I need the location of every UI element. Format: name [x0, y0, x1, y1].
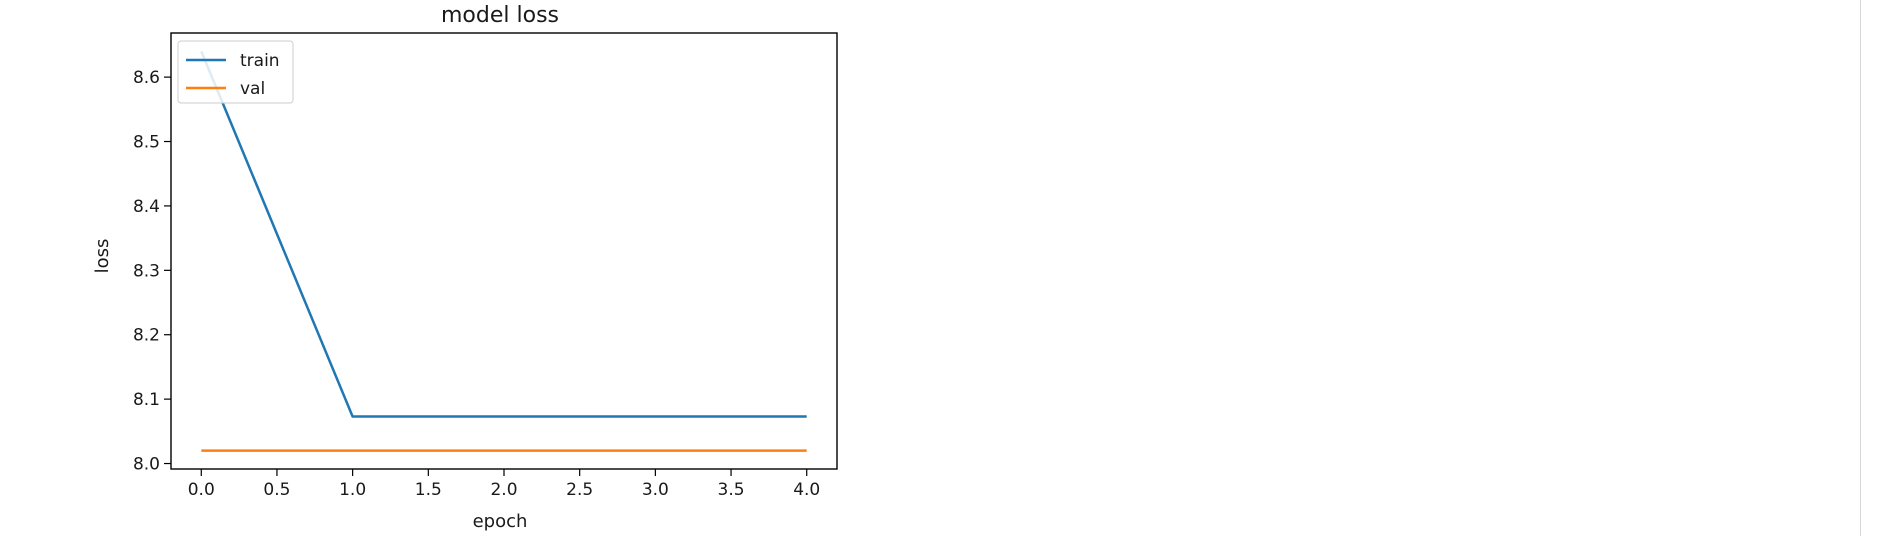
x-tick-label: 0.0	[188, 480, 215, 500]
legend: train val	[178, 41, 293, 103]
scrollbar-gutter[interactable]	[1861, 0, 1900, 536]
x-tick-label: 2.0	[490, 480, 517, 500]
series-lines	[201, 51, 806, 450]
chart-title: model loss	[441, 3, 559, 28]
series-line-train	[201, 51, 806, 416]
legend-label-val: val	[240, 79, 265, 99]
y-tick-label: 8.6	[133, 68, 160, 88]
x-tick-label: 1.5	[415, 480, 442, 500]
y-tick-label: 8.0	[133, 455, 160, 475]
y-tick-label: 8.3	[133, 261, 160, 281]
y-tick-label: 8.5	[133, 133, 160, 153]
x-tick-label: 2.5	[566, 480, 593, 500]
legend-label-train: train	[240, 51, 280, 71]
x-tick-label: 1.0	[339, 480, 366, 500]
x-tick-label: 4.0	[793, 480, 820, 500]
y-axis-label: loss	[92, 239, 113, 274]
x-axis-label: epoch	[473, 511, 528, 532]
x-tick-label: 3.0	[642, 480, 669, 500]
x-tick-label: 3.5	[718, 480, 745, 500]
x-tick-label: 0.5	[263, 480, 290, 500]
y-tick-label: 8.2	[133, 326, 160, 346]
y-tick-label: 8.4	[133, 197, 160, 217]
y-tick-label: 8.1	[133, 390, 160, 410]
